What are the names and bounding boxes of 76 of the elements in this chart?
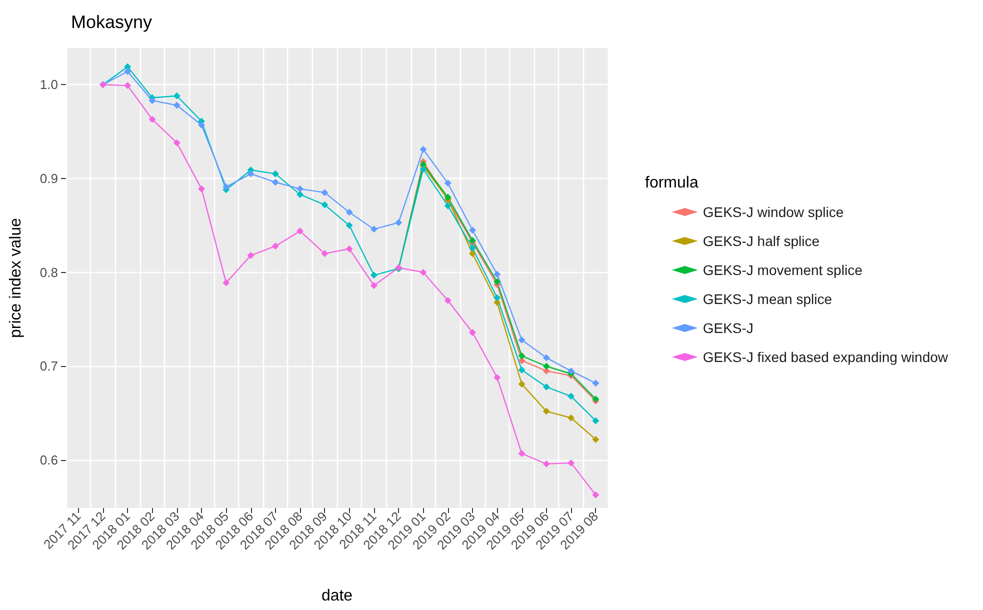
point	[469, 244, 476, 252]
point	[542, 354, 550, 362]
point	[542, 408, 550, 415]
point	[568, 392, 575, 400]
point	[124, 82, 132, 90]
point	[592, 491, 600, 498]
y-tick-label: 0.9	[40, 170, 58, 186]
point	[518, 366, 526, 374]
point	[173, 139, 180, 146]
point	[444, 180, 452, 187]
point	[272, 178, 279, 186]
point	[198, 185, 205, 192]
point	[518, 352, 526, 360]
point	[222, 183, 230, 190]
point	[346, 245, 353, 252]
point	[148, 116, 156, 123]
y-tick-label: 1.0	[40, 77, 58, 92]
point	[148, 97, 156, 104]
point	[568, 367, 575, 374]
point	[124, 68, 132, 75]
chart-title: Mokasyny	[71, 12, 152, 32]
point	[469, 250, 476, 258]
point	[272, 170, 279, 178]
point	[518, 450, 526, 458]
point	[395, 219, 402, 226]
y-tick-label: 0.8	[40, 264, 58, 280]
point	[296, 228, 304, 235]
point	[494, 294, 501, 302]
point	[420, 268, 427, 276]
point	[542, 383, 550, 390]
y-tick-label: 0.6	[40, 452, 58, 468]
point	[321, 250, 328, 258]
point	[444, 297, 452, 304]
point	[370, 226, 378, 233]
point	[222, 279, 230, 286]
point	[346, 208, 353, 216]
point	[321, 201, 328, 208]
point	[420, 166, 427, 173]
legend-label: GEKS-J	[702, 320, 754, 336]
point	[568, 414, 575, 422]
point	[518, 336, 526, 344]
point	[198, 121, 205, 128]
point	[518, 380, 526, 388]
point	[321, 189, 328, 196]
point	[173, 102, 180, 109]
point	[494, 270, 501, 278]
point	[592, 380, 600, 387]
legend-label: GEKS-J mean splice	[702, 291, 832, 307]
point	[568, 459, 575, 466]
point	[346, 222, 353, 229]
point	[469, 328, 476, 336]
point	[370, 282, 378, 290]
y-tick-label: 0.7	[40, 358, 58, 374]
point	[370, 272, 378, 279]
legend-title: formula	[645, 174, 698, 192]
point	[592, 417, 600, 424]
point	[272, 242, 279, 250]
legend-label: GEKS-J window splice	[702, 204, 844, 220]
point	[247, 170, 254, 178]
point	[469, 226, 476, 234]
point	[494, 278, 501, 286]
point	[247, 252, 254, 259]
point	[444, 202, 452, 210]
legend-label: GEKS-J fixed based expanding window	[702, 349, 949, 365]
point	[173, 92, 180, 100]
point	[296, 185, 304, 192]
point	[420, 146, 427, 153]
point	[296, 190, 304, 198]
legend-label: GEKS-J movement splice	[702, 262, 863, 278]
y-axis-title: price index value	[8, 218, 24, 338]
x-axis-title: date	[321, 588, 353, 604]
point	[542, 362, 550, 370]
legend-label: GEKS-J half splice	[702, 233, 820, 249]
point	[542, 460, 550, 468]
point	[494, 374, 501, 382]
point	[592, 436, 600, 443]
